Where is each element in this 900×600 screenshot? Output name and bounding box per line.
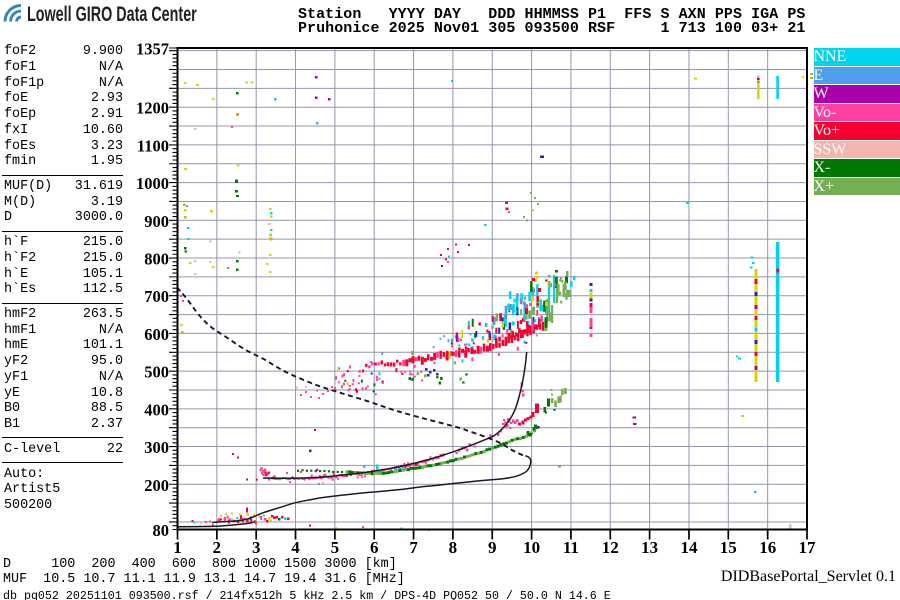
svg-text:700: 700 (144, 287, 169, 306)
svg-text:300: 300 (144, 438, 169, 457)
svg-text:7: 7 (409, 538, 418, 557)
svg-text:1000: 1000 (136, 174, 169, 193)
svg-text:1100: 1100 (137, 136, 169, 155)
svg-text:6: 6 (370, 538, 379, 557)
svg-text:16: 16 (759, 538, 776, 557)
svg-text:14: 14 (681, 538, 699, 557)
svg-text:10: 10 (523, 538, 540, 557)
svg-text:500: 500 (144, 363, 169, 382)
svg-text:4: 4 (291, 538, 300, 557)
svg-text:800: 800 (144, 250, 169, 269)
svg-text:8: 8 (449, 538, 458, 557)
svg-text:12: 12 (602, 538, 619, 557)
svg-text:900: 900 (144, 212, 169, 231)
svg-text:13: 13 (641, 538, 658, 557)
svg-text:1: 1 (173, 538, 182, 557)
svg-text:5: 5 (331, 538, 340, 557)
svg-text:400: 400 (144, 400, 169, 419)
svg-text:1200: 1200 (136, 99, 169, 118)
svg-text:200: 200 (144, 476, 169, 495)
svg-text:11: 11 (563, 538, 579, 557)
svg-text:80: 80 (153, 521, 170, 540)
svg-text:15: 15 (720, 538, 737, 557)
svg-text:9: 9 (488, 538, 497, 557)
svg-text:17: 17 (799, 538, 817, 557)
svg-text:600: 600 (144, 325, 169, 344)
svg-text:3: 3 (252, 538, 261, 557)
svg-text:2: 2 (213, 538, 222, 557)
svg-text:1357: 1357 (136, 40, 169, 59)
